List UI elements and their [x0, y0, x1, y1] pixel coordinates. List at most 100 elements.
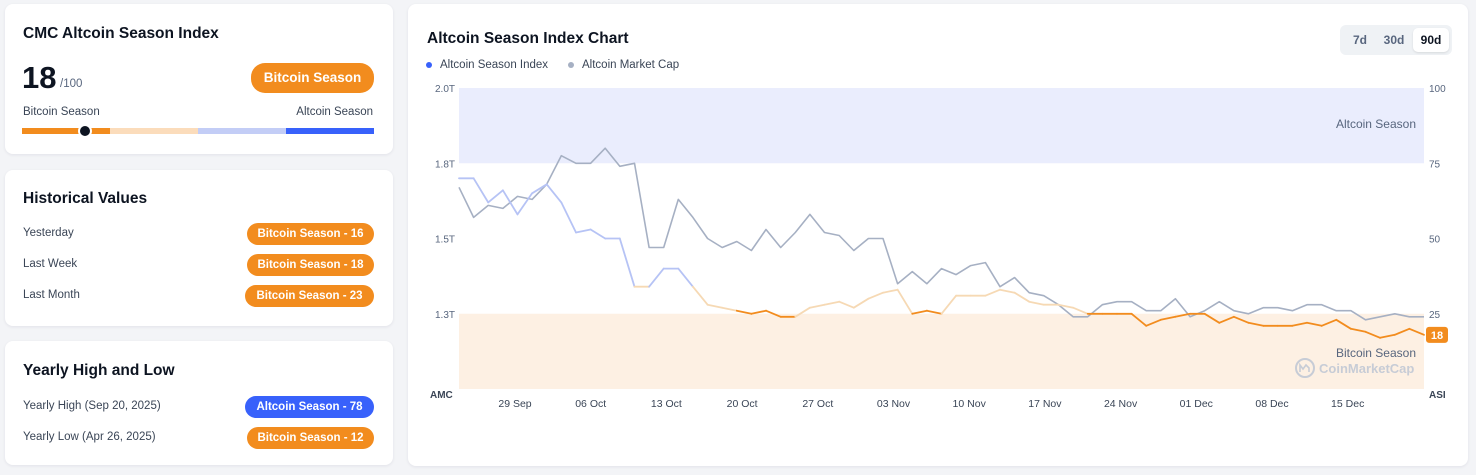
- x-axis-tick: 27 Oct: [802, 398, 833, 410]
- left-axis-tick: 1.3T: [435, 310, 455, 321]
- asi-line-segment: [648, 267, 665, 288]
- scale-indicator-knob: [78, 124, 92, 138]
- x-axis-tick: 03 Nov: [877, 398, 911, 410]
- legend-label-asi: Altcoin Season Index: [440, 59, 549, 71]
- asi-line-segment: [1350, 327, 1367, 333]
- asi-line-segment: [882, 288, 899, 294]
- asi-line-segment: [823, 300, 841, 306]
- asi-line-segment: [691, 285, 709, 306]
- index-max: /100: [60, 78, 83, 90]
- asi-line-segment: [1393, 327, 1411, 336]
- legend-dot-asi: [426, 62, 432, 68]
- asi-line-segment: [618, 237, 636, 288]
- scale-segment-altcoin: [286, 128, 374, 134]
- asi-line-segment: [735, 309, 753, 315]
- asi-line-segment: [1379, 333, 1396, 339]
- legend-item-asi[interactable]: Altcoin Season Index: [426, 59, 548, 71]
- legend-label-amc: Altcoin Market Cap: [582, 59, 680, 71]
- watermark-text: CoinMarketCap: [1319, 361, 1414, 376]
- asi-line-segment: [516, 192, 533, 216]
- yearly-low-date: (Apr 26, 2025): [82, 431, 156, 443]
- yearly-high-date: (Sep 20, 2025): [84, 400, 161, 412]
- scale-segment-bitcoin-light: [110, 128, 198, 134]
- left-axis-tick: 2.0T: [435, 84, 455, 95]
- x-axis: 29 Sep 06 Oct 13 Oct 20 Oct 27 Oct 03 Nov 10 N…: [498, 398, 1364, 410]
- historical-badge-last-week: Bitcoin Season - 18: [247, 254, 374, 276]
- asi-line-segment: [1145, 318, 1162, 327]
- historical-label-last-week: Last Week: [23, 258, 78, 270]
- asi-line-segment: [750, 309, 767, 315]
- x-axis-tick: 01 Dec: [1180, 398, 1213, 410]
- yearly-high-label: Yearly High (Sep 20, 2025): [23, 400, 161, 412]
- current-value-badge: 18: [1426, 326, 1448, 343]
- right-axis-tick: 25: [1429, 310, 1441, 321]
- asi-line-segment: [1320, 318, 1338, 327]
- current-value-badge-text: 18: [1431, 330, 1443, 342]
- index-card: CMC Altcoin Season Index 18 /100 Bitcoin…: [5, 4, 393, 154]
- asi-line-segment: [560, 201, 577, 234]
- yearly-title: Yearly High and Low: [23, 362, 175, 379]
- coinmarketcap-logo-icon: [1295, 358, 1315, 378]
- asi-line-segment: [867, 291, 884, 300]
- asi-line-segment: [1364, 330, 1381, 339]
- asi-line-segment: [1335, 318, 1352, 330]
- asi-line-segment: [794, 306, 811, 318]
- asi-line-segment: [838, 300, 855, 309]
- left-axis-tick: 1.8T: [435, 159, 455, 170]
- asi-line-segment: [1057, 303, 1074, 309]
- left-axis-title: AMC: [430, 390, 453, 401]
- right-axis-tick: 100: [1429, 84, 1446, 95]
- asi-line-segment: [531, 183, 548, 195]
- index-card-title: CMC Altcoin Season Index: [23, 25, 219, 42]
- scale-segment-altcoin-light: [198, 128, 286, 134]
- x-axis-tick: 29 Sep: [498, 398, 531, 410]
- asi-line-segment: [1174, 312, 1191, 318]
- asi-line-segment: [1247, 321, 1265, 327]
- watermark: CoinMarketCap: [1295, 358, 1414, 378]
- historical-label-last-month: Last Month: [23, 289, 80, 301]
- asi-line-segment: [721, 306, 738, 312]
- scale-segment-bitcoin: [22, 128, 110, 134]
- asi-line-segment: [487, 189, 504, 204]
- x-axis-tick: 13 Oct: [651, 398, 682, 410]
- asi-line-segment: [677, 267, 694, 288]
- asi-line-segment: [1218, 315, 1235, 324]
- asi-line-segment: [984, 288, 1001, 297]
- scale-label-altcoin: Altcoin Season: [296, 106, 373, 118]
- historical-badge-last-month: Bitcoin Season - 23: [245, 285, 374, 307]
- bitcoin-season-zone-label: Bitcoin Season: [1336, 346, 1416, 360]
- chart-title: Altcoin Season Index Chart: [427, 30, 629, 47]
- coinmarketcap-logo-mark: [1299, 362, 1310, 372]
- asi-line-segment: [575, 228, 592, 234]
- x-axis-tick: 08 Dec: [1255, 398, 1288, 410]
- asi-line-segment: [1028, 300, 1045, 306]
- asi-line-segment: [1408, 327, 1425, 336]
- legend-item-amc[interactable]: Altcoin Market Cap: [568, 59, 679, 71]
- right-axis-tick: 50: [1429, 235, 1441, 246]
- historical-label-yesterday: Yesterday: [23, 227, 74, 239]
- asi-line-segment: [1306, 321, 1323, 327]
- x-axis-tick: 17 Nov: [1028, 398, 1062, 410]
- range-button-90d[interactable]: 90d: [1413, 28, 1449, 52]
- asi-line-segment: [545, 183, 563, 204]
- altcoin-season-zone: [459, 88, 1424, 164]
- asi-line-segment: [1159, 315, 1177, 321]
- right-axis-title: ASI: [1429, 390, 1446, 401]
- chart-plot[interactable]: 2.0T 1.8T 1.5T 1.3T 100 75 50 25 29 Sep 06 Oct 1…: [408, 4, 1468, 466]
- x-axis-tick: 20 Oct: [727, 398, 758, 410]
- range-button-7d[interactable]: 7d: [1352, 33, 1367, 47]
- scale-label-bitcoin: Bitcoin Season: [23, 106, 100, 118]
- asi-line-segment: [926, 309, 943, 315]
- series-line-altcoin-market-cap: [458, 147, 1424, 321]
- yearly-low-label: Yearly Low (Apr 26, 2025): [23, 431, 156, 443]
- asi-line-segment: [502, 189, 519, 216]
- altcoin-season-zone-label: Altcoin Season: [1336, 117, 1416, 131]
- asi-line-segment: [706, 303, 724, 309]
- left-axis-tick: 1.5T: [435, 235, 455, 246]
- current-value-badge-bg: [1426, 326, 1448, 343]
- range-button-30d[interactable]: 30d: [1383, 33, 1405, 47]
- asi-line-segment: [999, 288, 1016, 294]
- asi-line-segment: [765, 309, 782, 318]
- x-axis-tick: 15 Dec: [1331, 398, 1364, 410]
- index-value: 18: [22, 60, 57, 95]
